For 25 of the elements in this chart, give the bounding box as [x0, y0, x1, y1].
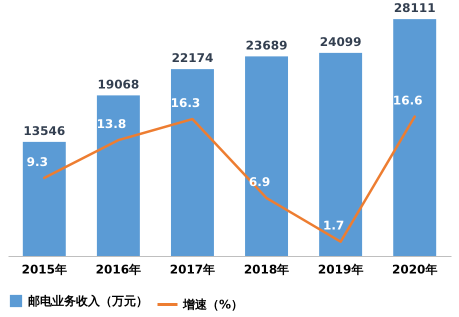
legend-label: 邮电业务收入（万元）: [28, 294, 148, 308]
data-label: 24099: [320, 34, 362, 49]
data-label: 1.7: [322, 218, 344, 233]
data-label: 16.3: [170, 96, 200, 110]
bar: [170, 69, 214, 256]
x-tick-label: 2017年: [170, 262, 216, 276]
x-tick-label: 2020年: [392, 262, 438, 276]
data-label: 28111: [394, 1, 436, 16]
bar: [22, 142, 66, 256]
bar: [245, 56, 288, 256]
x-tick-label: 2015年: [22, 262, 67, 276]
x-tick-label: 2018年: [244, 262, 290, 276]
data-label: 22174: [172, 51, 214, 66]
data-label: 23689: [246, 38, 288, 52]
bar: [96, 95, 140, 256]
data-label: 16.6: [392, 94, 423, 108]
data-label: 9.3: [26, 154, 48, 169]
x-tick-label: 2016年: [96, 262, 142, 276]
data-label: 13546: [23, 124, 66, 138]
bar: [393, 19, 436, 256]
data-label: 13.8: [96, 117, 126, 132]
legend-label: 增速（%）: [182, 298, 244, 312]
data-label: 19068: [98, 77, 140, 92]
bar: [319, 52, 362, 256]
x-tick-label: 2019年: [318, 262, 364, 276]
